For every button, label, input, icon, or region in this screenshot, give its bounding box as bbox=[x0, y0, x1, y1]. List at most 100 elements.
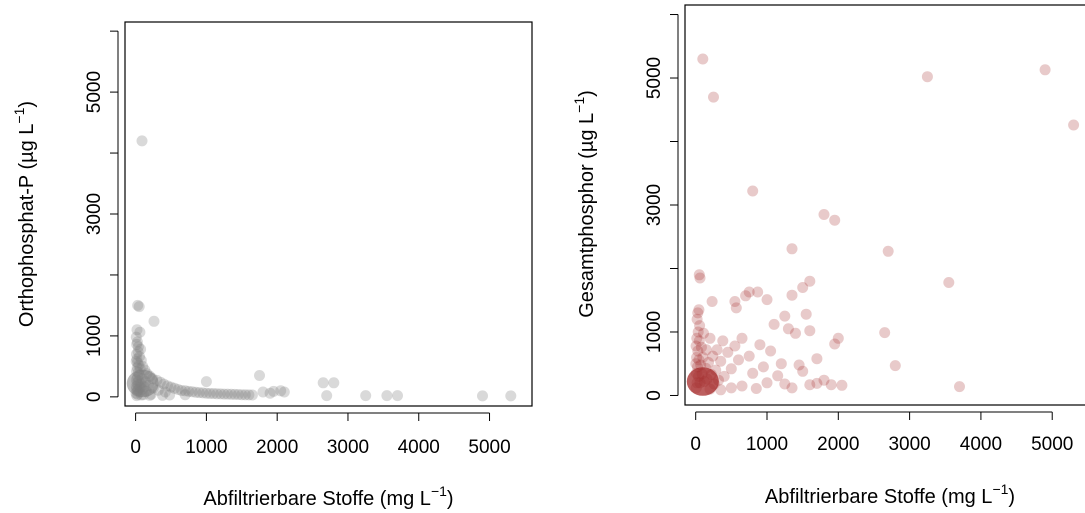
data-point-left-0-49 bbox=[136, 383, 148, 395]
x-tick-label-right-2: 2000 bbox=[817, 434, 859, 455]
data-point-right-0-45 bbox=[736, 332, 748, 344]
data-point-left-0-84 bbox=[278, 386, 290, 398]
data-point-left-0-12 bbox=[131, 348, 142, 360]
data-point-left-0-33 bbox=[133, 375, 145, 387]
data-point-left-0-44 bbox=[165, 381, 177, 393]
data-point-left-0-22 bbox=[139, 364, 151, 376]
y-tick-label-right-2: 3000 bbox=[644, 184, 665, 226]
data-point-left-0-20 bbox=[131, 362, 143, 374]
plot-frame-left bbox=[124, 21, 533, 407]
data-point-right-0-13 bbox=[804, 275, 816, 287]
data-point-right-0-85 bbox=[692, 307, 704, 319]
data-point-left-0-86 bbox=[328, 377, 340, 389]
data-point-left-0-89 bbox=[381, 390, 393, 402]
y-tick-label-left-0: 0 bbox=[84, 392, 105, 403]
data-point-right-0-68 bbox=[695, 341, 707, 353]
data-point-left-0-30 bbox=[147, 373, 159, 385]
data-point-left-0-54 bbox=[179, 385, 191, 397]
data-point-right-0-83 bbox=[690, 340, 702, 352]
y-axis-title-right: Gesamtphosphor (µg L−1) bbox=[571, 90, 598, 318]
data-point-left-0-59 bbox=[134, 386, 146, 398]
data-point-right-0-47 bbox=[729, 340, 741, 352]
data-point-right-0-21 bbox=[729, 296, 741, 307]
data-point-left-0-78 bbox=[200, 376, 212, 388]
data-point-right-0-33 bbox=[836, 379, 848, 391]
data-point-right-0-15 bbox=[786, 289, 798, 301]
x-tick-label-left-1: 1000 bbox=[185, 437, 227, 458]
data-point-right-0-14 bbox=[797, 282, 809, 293]
y-axis-title-left: Orthophosphat-P (µg L−1) bbox=[11, 101, 38, 327]
data-point-right-0-32 bbox=[825, 379, 837, 391]
y-tick-label-right-0: 0 bbox=[644, 390, 665, 401]
data-point-left-0-81 bbox=[264, 387, 276, 399]
data-point-left-0-80 bbox=[257, 386, 269, 398]
data-point-right-0-58 bbox=[705, 369, 717, 380]
points-left bbox=[126, 135, 517, 402]
data-point-right-0-0 bbox=[697, 53, 709, 65]
data-point-left-0-58 bbox=[186, 386, 198, 398]
y-tick-label-left-2: 3000 bbox=[84, 193, 105, 235]
y-tick-label-right-3: 5000 bbox=[644, 57, 665, 99]
data-point-left-0-36 bbox=[131, 377, 143, 389]
x-tick-label-left-3: 3000 bbox=[327, 437, 369, 458]
data-point-left-0-28 bbox=[132, 371, 143, 383]
data-point-right-0-76 bbox=[692, 345, 704, 357]
data-point-left-0-75 bbox=[239, 389, 251, 401]
data-point-right-0-87 bbox=[693, 304, 705, 316]
y-ticks-right: 0 1000 3000 5000 bbox=[644, 14, 679, 401]
data-point-right-0-29 bbox=[829, 338, 841, 350]
data-point-left-0-11 bbox=[132, 346, 144, 358]
data-point-left-0-19 bbox=[137, 360, 149, 372]
data-point-right-0-23 bbox=[800, 308, 812, 320]
data-point-right-0-37 bbox=[793, 359, 805, 371]
data-point-right-0-28 bbox=[790, 327, 801, 339]
data-point-right-0-17 bbox=[752, 286, 764, 298]
data-point-right-0-67 bbox=[696, 368, 708, 380]
data-point-right-0-56 bbox=[708, 378, 720, 390]
data-point-left-0-70 bbox=[222, 388, 234, 400]
data-point-left-0-8 bbox=[131, 338, 143, 350]
data-point-left-0-68 bbox=[215, 388, 227, 400]
data-point-right-0-11 bbox=[693, 269, 705, 281]
data-point-left-0-83 bbox=[275, 385, 287, 397]
data-point-left-0-17 bbox=[132, 357, 144, 369]
data-point-right-0-92 bbox=[750, 383, 762, 394]
data-point-right-0-54 bbox=[711, 344, 723, 356]
data-point-right-0-36 bbox=[804, 379, 816, 391]
data-point-left-0-34 bbox=[140, 376, 151, 388]
points-right bbox=[686, 53, 1080, 396]
data-point-left-0-51 bbox=[132, 384, 144, 396]
data-point-right-0-79 bbox=[691, 332, 703, 344]
data-point-left-0-96 bbox=[130, 387, 142, 399]
data-point-left-0-38 bbox=[158, 378, 170, 390]
data-point-left-0-82 bbox=[268, 385, 280, 397]
data-point-right-0-81 bbox=[690, 367, 702, 379]
dense-cluster-right bbox=[686, 367, 719, 396]
data-point-left-0-40 bbox=[142, 379, 154, 391]
data-point-left-0-85 bbox=[317, 377, 329, 389]
data-point-right-0-10 bbox=[943, 277, 955, 288]
data-point-right-0-86 bbox=[691, 313, 703, 325]
data-point-right-0-30 bbox=[889, 360, 901, 372]
data-point-left-0-9 bbox=[132, 341, 144, 353]
data-point-right-0-48 bbox=[725, 363, 737, 375]
data-point-right-0-88 bbox=[704, 383, 716, 395]
data-point-left-0-25 bbox=[141, 368, 153, 380]
data-point-right-0-22 bbox=[730, 302, 742, 314]
data-point-left-0-61 bbox=[190, 386, 202, 398]
data-point-right-0-60 bbox=[703, 357, 714, 368]
data-point-left-0-91 bbox=[477, 390, 488, 402]
data-point-right-0-34 bbox=[818, 374, 830, 386]
data-point-left-0-4 bbox=[134, 326, 146, 338]
data-point-left-0-88 bbox=[360, 390, 372, 402]
data-point-left-0-6 bbox=[130, 331, 142, 343]
data-point-right-0-20 bbox=[706, 296, 718, 307]
data-point-right-0-78 bbox=[691, 377, 703, 389]
data-point-left-0-66 bbox=[208, 388, 219, 399]
data-point-left-0-60 bbox=[159, 386, 171, 398]
data-point-left-0-13 bbox=[134, 351, 145, 363]
data-point-right-0-64 bbox=[698, 376, 710, 387]
data-point-right-0-49 bbox=[722, 346, 734, 358]
data-point-left-0-45 bbox=[134, 382, 146, 394]
data-point-left-0-87 bbox=[321, 390, 333, 402]
